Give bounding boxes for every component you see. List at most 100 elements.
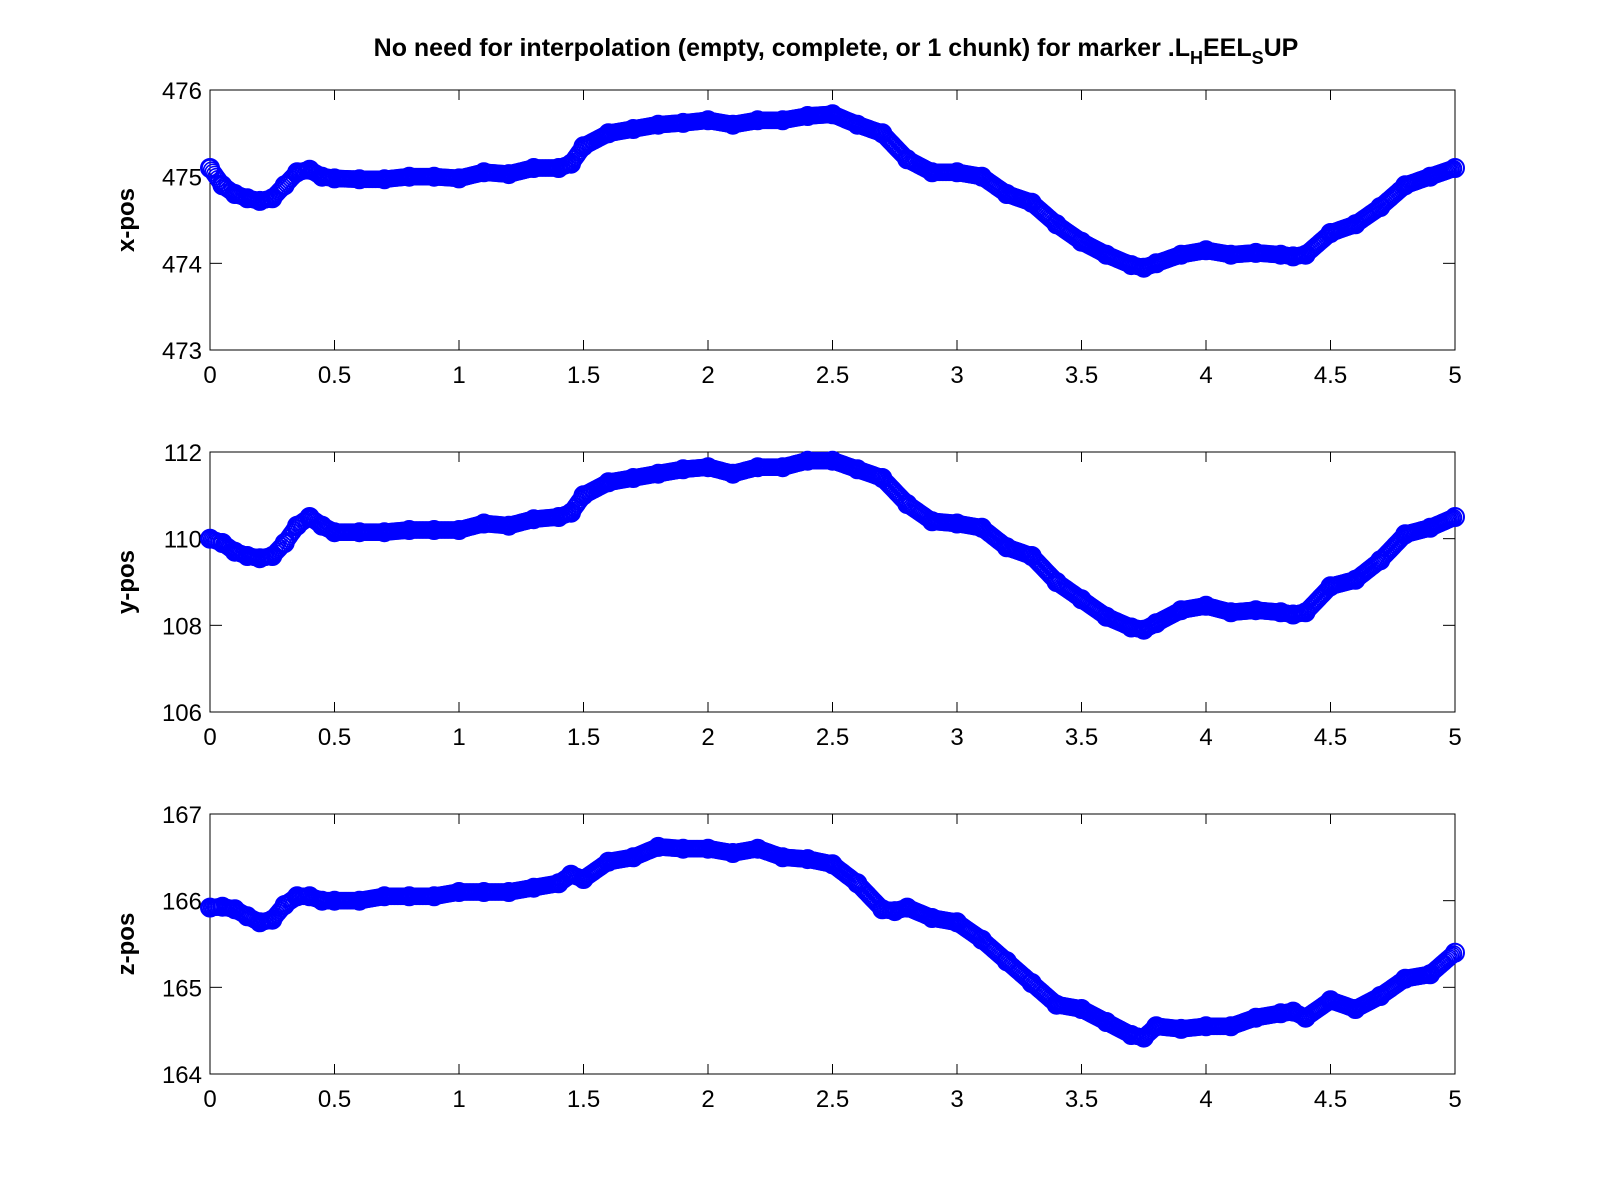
data-point bbox=[673, 459, 694, 480]
x-tick-label: 0.5 bbox=[318, 362, 351, 389]
subplot-x-pos: 0 0.5 1 1.5 2 2.5 3 3.5 4 4.5 5 473 474 475 476 x-pos bbox=[113, 78, 1465, 389]
x-tick-label: 4 bbox=[1199, 362, 1212, 389]
data-point bbox=[523, 877, 544, 898]
data-point bbox=[797, 106, 818, 126]
y-tick-label: 475 bbox=[162, 165, 202, 192]
data-point bbox=[374, 522, 395, 543]
title-sub-1: H bbox=[1190, 48, 1203, 68]
x-tick-label: 2 bbox=[701, 1086, 714, 1113]
data-point bbox=[872, 123, 893, 144]
data-point bbox=[1071, 231, 1092, 252]
data-point bbox=[1021, 546, 1042, 566]
data-point bbox=[1071, 589, 1092, 610]
data-point bbox=[772, 457, 793, 478]
data-point bbox=[262, 909, 283, 930]
data-point bbox=[847, 114, 868, 135]
data-point bbox=[1196, 240, 1216, 261]
data-point bbox=[623, 468, 644, 488]
y-tick-label: 112 bbox=[164, 440, 202, 467]
data-point bbox=[996, 537, 1017, 558]
data-point bbox=[747, 838, 768, 859]
x-tick-label: 2.5 bbox=[816, 1086, 849, 1113]
data-point bbox=[424, 166, 445, 187]
y-tick-label: 166 bbox=[162, 889, 202, 916]
data-point bbox=[1121, 255, 1142, 276]
data-point bbox=[1320, 576, 1341, 597]
data-point bbox=[299, 886, 320, 907]
data-point bbox=[698, 457, 718, 478]
data-point bbox=[822, 854, 843, 875]
data-point bbox=[324, 522, 345, 543]
x-tick-label: 3.5 bbox=[1065, 724, 1098, 751]
data-point bbox=[399, 520, 420, 540]
data-point bbox=[349, 522, 370, 543]
data-point bbox=[1133, 257, 1154, 278]
data-point bbox=[1420, 517, 1441, 538]
data-point bbox=[1245, 242, 1266, 263]
x-tick-label: 0 bbox=[203, 1086, 216, 1113]
data-point bbox=[1046, 994, 1067, 1015]
data-point bbox=[797, 849, 818, 870]
data-point bbox=[1220, 244, 1241, 265]
data-point bbox=[1370, 197, 1391, 217]
data-point bbox=[212, 896, 233, 917]
data-point bbox=[922, 162, 943, 183]
x-tick-label: 1.5 bbox=[567, 724, 600, 751]
data-point bbox=[312, 515, 333, 536]
data-point bbox=[424, 520, 445, 540]
data-point bbox=[722, 114, 743, 135]
data-point bbox=[1283, 604, 1304, 625]
data-point bbox=[872, 899, 893, 920]
marker-circle bbox=[1441, 947, 1460, 966]
chart-title: No need for interpolation (empty, comple… bbox=[374, 34, 1299, 68]
data-point bbox=[548, 507, 569, 527]
data-point bbox=[200, 528, 220, 549]
x-tick-label: 1 bbox=[452, 724, 465, 751]
data-point bbox=[1021, 192, 1042, 213]
x-tick-label: 1.5 bbox=[567, 1086, 600, 1113]
data-point bbox=[1420, 166, 1441, 187]
data-point bbox=[648, 114, 669, 135]
data-point bbox=[573, 485, 594, 506]
data-point bbox=[623, 119, 644, 139]
data-point bbox=[523, 158, 544, 178]
plot-frame bbox=[209, 813, 1456, 1075]
data-point bbox=[349, 890, 370, 911]
plot-frame bbox=[209, 89, 1456, 351]
data-point bbox=[772, 847, 793, 868]
data-point bbox=[561, 153, 581, 174]
data-point bbox=[1295, 602, 1316, 623]
data-points bbox=[200, 836, 1465, 1048]
data-point bbox=[1295, 1007, 1316, 1028]
data-point bbox=[648, 463, 669, 484]
data-point bbox=[224, 541, 245, 562]
data-point bbox=[1445, 158, 1465, 178]
data-point bbox=[224, 184, 245, 204]
data-point bbox=[996, 184, 1017, 204]
data-point bbox=[1283, 1001, 1304, 1022]
data-point bbox=[1370, 550, 1391, 571]
data-point bbox=[698, 110, 718, 131]
data-point bbox=[673, 838, 694, 859]
subplot-y-pos: 0 0.5 1 1.5 2 2.5 3 3.5 4 4.5 5 106 108 110 112 y-pos bbox=[113, 440, 1465, 751]
x-tick-label: 3 bbox=[950, 1086, 963, 1113]
data-point bbox=[698, 838, 718, 859]
data-point bbox=[573, 869, 594, 889]
data-point bbox=[1295, 244, 1316, 265]
data-point bbox=[523, 509, 544, 530]
data-point bbox=[1133, 1027, 1154, 1048]
data-point bbox=[648, 836, 669, 857]
data-point bbox=[747, 110, 768, 131]
y-tick-label: 106 bbox=[162, 700, 202, 727]
data-point bbox=[237, 906, 258, 927]
data-point bbox=[498, 164, 519, 185]
data-point bbox=[1395, 175, 1416, 196]
data-point bbox=[872, 468, 893, 488]
data-point bbox=[399, 886, 420, 907]
data-point bbox=[1146, 1016, 1167, 1037]
x-tick-label: 1 bbox=[452, 362, 465, 389]
data-point bbox=[971, 166, 992, 187]
data-point bbox=[1445, 507, 1465, 527]
data-point bbox=[287, 886, 308, 907]
